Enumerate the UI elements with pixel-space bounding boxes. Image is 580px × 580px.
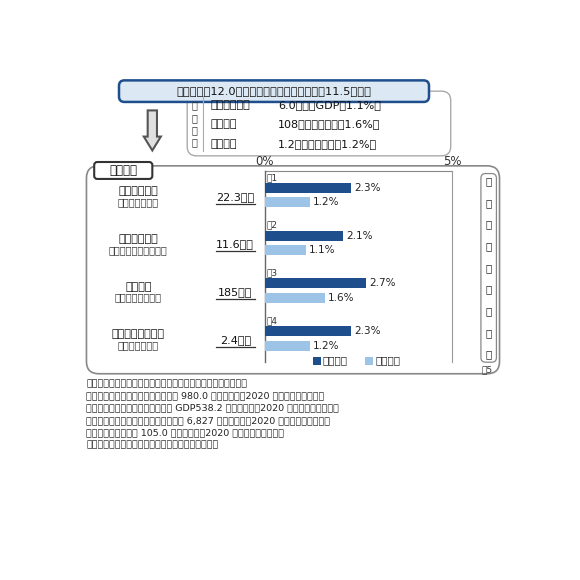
Text: 付加価値効果: 付加価値効果 <box>118 234 158 244</box>
Text: 注4: 注4 <box>266 316 277 325</box>
Text: 直接効果: 直接効果 <box>375 356 401 365</box>
Text: 2.7%: 2.7% <box>369 278 396 288</box>
Text: 1.2%: 1.2% <box>313 197 339 208</box>
Text: （誘発税収額）: （誘発税収額） <box>118 340 159 350</box>
FancyBboxPatch shape <box>187 91 451 156</box>
Text: 注５：ここで言う貢献度とは全産業に占める比率。: 注５：ここで言う貢献度とは全産業に占める比率。 <box>86 441 219 450</box>
Bar <box>365 357 373 364</box>
Text: 185万人: 185万人 <box>218 287 252 297</box>
Text: 効: 効 <box>192 125 198 135</box>
Bar <box>264 245 306 255</box>
FancyBboxPatch shape <box>94 162 153 179</box>
Text: 5%: 5% <box>443 155 462 168</box>
FancyBboxPatch shape <box>119 81 429 102</box>
Text: 注1: 注1 <box>266 173 277 182</box>
Bar <box>264 278 366 288</box>
Bar <box>313 357 321 364</box>
Bar <box>264 230 343 241</box>
Text: 経: 経 <box>485 220 492 230</box>
Text: 108万人（全雇用の1.6%）: 108万人（全雇用の1.6%） <box>278 119 380 129</box>
Text: 22.3兆円: 22.3兆円 <box>216 191 254 202</box>
Text: 2.3%: 2.3% <box>354 326 380 336</box>
Bar <box>264 293 325 303</box>
Text: （粗付加価値誘発額）: （粗付加価値誘発額） <box>109 245 168 255</box>
Text: 注5: 注5 <box>482 365 493 374</box>
Text: 税収効果＜試算＞: 税収効果＜試算＞ <box>112 329 165 339</box>
Text: 1.2%: 1.2% <box>313 340 339 351</box>
Text: 度: 度 <box>485 350 492 360</box>
FancyBboxPatch shape <box>86 166 499 374</box>
Text: 1.6%: 1.6% <box>328 293 354 303</box>
Text: 貢: 貢 <box>485 306 492 316</box>
Text: 1.2兆円（全税収の1.2%）: 1.2兆円（全税収の1.2%） <box>278 139 377 148</box>
Text: 本: 本 <box>485 198 492 208</box>
Text: （雇用誘発者数）: （雇用誘発者数） <box>115 292 162 303</box>
Text: 果: 果 <box>192 137 198 147</box>
Text: 直: 直 <box>192 100 198 110</box>
Text: 注3: 注3 <box>266 269 277 277</box>
Text: 2.4兆円: 2.4兆円 <box>220 335 251 345</box>
FancyBboxPatch shape <box>481 173 496 362</box>
Text: 旅行消費額12.0兆円（国内産業への直接効果11.5兆円）: 旅行消費額12.0兆円（国内産業への直接効果11.5兆円） <box>176 86 372 96</box>
Text: 0%: 0% <box>255 155 274 168</box>
Bar <box>264 340 310 351</box>
Text: 波及効果: 波及効果 <box>323 356 348 365</box>
Text: 2.3%: 2.3% <box>354 183 380 193</box>
Polygon shape <box>144 110 161 150</box>
Text: 11.6兆円: 11.6兆円 <box>216 240 254 249</box>
Text: 2.1%: 2.1% <box>347 230 373 241</box>
Text: （生産誘発額）: （生産誘発額） <box>118 197 159 207</box>
Text: 波及効果: 波及効果 <box>109 164 137 177</box>
Bar <box>264 326 351 336</box>
Text: 注３：国民経済計算における就業者数 6,827 万人に対応（2020 年（令和２年））。: 注３：国民経済計算における就業者数 6,827 万人に対応（2020 年（令和２… <box>86 416 331 425</box>
Text: 雇用効果: 雇用効果 <box>211 119 237 129</box>
Text: 6.0兆円（GDPの1.1%）: 6.0兆円（GDPの1.1%） <box>278 100 380 110</box>
Text: 日: 日 <box>485 176 492 186</box>
Text: 注2: 注2 <box>266 221 277 230</box>
Text: 注４：国税＋地方税 105.0 兆円に対応（2020 年（令和２年））。: 注４：国税＋地方税 105.0 兆円に対応（2020 年（令和２年））。 <box>86 429 284 437</box>
Text: 済: 済 <box>485 241 492 251</box>
Text: の: の <box>485 285 492 295</box>
Text: 接: 接 <box>192 113 198 123</box>
Text: 資料：観光庁「旅行・観光産業の経済効果に関する調査研究」: 資料：観光庁「旅行・観光産業の経済効果に関する調査研究」 <box>86 379 248 388</box>
Text: へ: へ <box>485 263 492 273</box>
Text: 1.1%: 1.1% <box>309 245 336 255</box>
Text: 献: 献 <box>485 328 492 338</box>
Bar <box>264 197 310 208</box>
Bar <box>264 183 351 193</box>
Text: 税収効果: 税収効果 <box>211 139 237 148</box>
Text: 付加価値効果: 付加価値効果 <box>211 100 250 110</box>
Text: 雇用効果: 雇用効果 <box>125 282 151 292</box>
Text: 生産波及効果: 生産波及効果 <box>118 186 158 196</box>
Text: 注２：国民経済計算における名目 GDP538.2 兆円に対応（2020 年（令和２年））。: 注２：国民経済計算における名目 GDP538.2 兆円に対応（2020 年（令和… <box>86 404 339 413</box>
Text: 注１：国民経済計算における産出額 980.0 兆円に対応（2020 年（令和２年））。: 注１：国民経済計算における産出額 980.0 兆円に対応（2020 年（令和２年… <box>86 392 325 400</box>
